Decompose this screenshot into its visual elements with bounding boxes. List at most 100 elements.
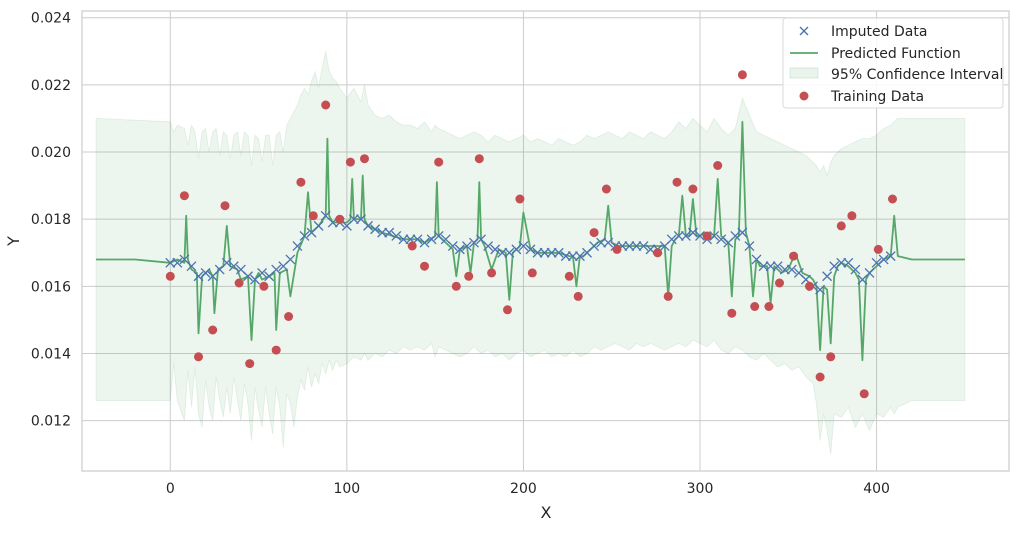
imputed-marker: [758, 261, 769, 272]
training-point: [775, 278, 784, 288]
legend-item-training: Training Data: [799, 89, 924, 105]
legend: Imputed Data Predicted Function 95% Conf…: [782, 17, 1004, 109]
legend-label-confidence: 95% Confidence Interval: [831, 67, 1003, 83]
training-point: [503, 305, 512, 315]
legend-label-imputed: Imputed Data: [831, 24, 927, 40]
imputed-marker: [539, 247, 550, 258]
training-point: [474, 154, 484, 164]
imputed-marker: [490, 244, 501, 255]
x-tick-label: 0: [166, 481, 175, 497]
imputed-marker: [313, 220, 324, 231]
training-point: [750, 302, 760, 311]
legend-item-imputed: Imputed Data: [799, 24, 927, 40]
imputed-marker: [165, 257, 176, 268]
training-point: [234, 278, 244, 288]
imputed-marker: [391, 231, 402, 241]
legend-band-icon: [789, 67, 819, 79]
imputed-marker: [716, 234, 727, 245]
imputed-marker: [363, 220, 374, 231]
imputed-marker: [673, 231, 684, 241]
imputed-marker: [815, 284, 826, 295]
imputed-marker: [532, 247, 543, 258]
training-point: [672, 177, 682, 187]
imputed-marker: [631, 241, 642, 251]
training-point: [688, 184, 698, 194]
imputed-marker: [624, 241, 635, 251]
training-point: [464, 271, 474, 281]
training-point: [826, 352, 836, 362]
imputed-marker: [172, 257, 183, 268]
y-tick-label: 0.020: [31, 145, 71, 161]
imputed-marker: [285, 254, 296, 265]
imputed-marker: [850, 264, 861, 275]
training-point: [601, 184, 611, 194]
training-point: [653, 248, 663, 258]
y-tick-label: 0.014: [31, 346, 71, 362]
imputed-marker: [200, 267, 211, 278]
y-tick-label: 0.012: [31, 414, 71, 430]
imputed-marker: [596, 237, 607, 248]
imputed-marker: [885, 251, 896, 262]
training-point: [407, 241, 417, 251]
y-axis-label: Y: [4, 236, 23, 247]
imputed-marker: [299, 231, 310, 241]
training-point: [888, 194, 897, 204]
training-point: [612, 244, 622, 254]
imputed-marker: [709, 231, 720, 241]
legend-label-training: Training Data: [830, 89, 924, 105]
imputed-marker: [603, 237, 614, 248]
imputed-marker: [193, 271, 204, 282]
imputed-marker: [525, 244, 536, 255]
training-point: [702, 231, 712, 241]
training-point: [527, 268, 537, 278]
imputed-marker: [786, 264, 797, 275]
training-point: [308, 211, 318, 221]
training-point: [259, 281, 269, 291]
imputed-marker: [666, 234, 677, 245]
x-tick-label: 300: [687, 481, 714, 497]
imputed-marker: [871, 257, 882, 268]
imputed-marker: [447, 241, 458, 251]
training-point: [179, 191, 189, 201]
y-tick-label: 0.016: [31, 279, 71, 295]
imputed-marker: [878, 254, 889, 265]
training-point: [815, 372, 825, 382]
imputed-marker: [433, 231, 444, 241]
training-point: [789, 251, 799, 261]
y-tick-label: 0.018: [31, 212, 71, 228]
training-point: [434, 157, 444, 167]
imputed-marker: [695, 231, 705, 241]
imputed-marker: [292, 241, 303, 251]
legend-dot-icon: [799, 91, 809, 101]
imputed-marker: [469, 237, 479, 248]
tick-labels: 0 100 200 300 400 0.012 0.014 0.016 0.018 0.020 0.…: [31, 11, 890, 497]
training-point: [284, 312, 294, 321]
imputed-marker: [243, 271, 253, 282]
imputed-marker: [687, 227, 698, 238]
training-point: [573, 291, 583, 301]
imputed-marker: [221, 257, 232, 268]
plot-frame: [81, 10, 1010, 472]
imputed-marker: [772, 261, 783, 272]
imputed-marker: [744, 241, 755, 251]
x-tick-label: 400: [863, 481, 890, 497]
training-point: [420, 261, 429, 271]
training-point: [859, 389, 869, 399]
imputed-marker: [638, 241, 649, 251]
imputed-marker: [836, 257, 847, 268]
training-point: [737, 70, 747, 80]
imputed-marker: [384, 227, 395, 238]
training-point: [194, 352, 203, 362]
imputed-marker: [511, 244, 522, 255]
training-point: [208, 325, 218, 335]
y-tick-label: 0.022: [31, 78, 71, 94]
training-point: [515, 194, 525, 204]
training-point: [764, 302, 774, 311]
confidence-band-layer: [95, 51, 966, 455]
training-point: [727, 308, 737, 318]
imputed-marker: [228, 261, 239, 272]
training-point: [564, 271, 574, 281]
legend-box: [782, 17, 1004, 109]
